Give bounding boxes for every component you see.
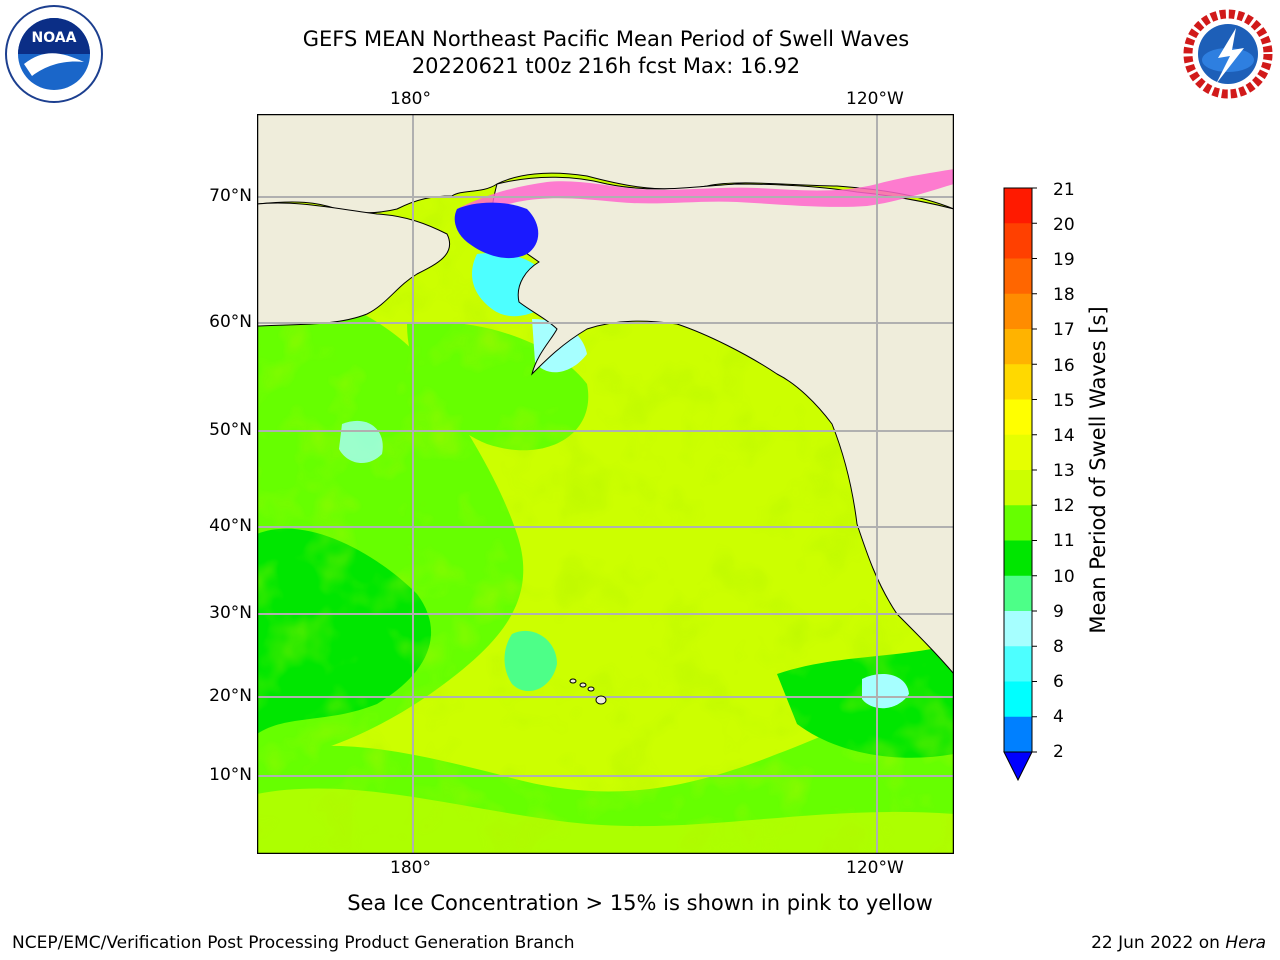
colorbar-tick-2: 2 — [1053, 742, 1064, 762]
colorbar-bin — [1004, 575, 1032, 612]
colorbar-tick-9: 9 — [1053, 602, 1064, 622]
colorbar-bin — [1004, 611, 1032, 647]
footer-date: 22 Jun 2022 on Hera — [1091, 933, 1266, 953]
noaa-logo: NOAA — [5, 5, 103, 103]
colorbar-tick-12: 12 — [1053, 496, 1075, 516]
lat-label-40n: 40°N — [209, 516, 252, 536]
lon-label-top-120w: 120°W — [846, 89, 904, 109]
land-alaska — [491, 176, 954, 675]
colorbar-tick-18: 18 — [1053, 285, 1075, 305]
colorbar-bin — [1004, 399, 1032, 436]
footer-machine: Hera — [1225, 933, 1266, 953]
lat-label-50n: 50°N — [209, 420, 252, 440]
colorbar-bin — [1004, 329, 1032, 365]
colorbar-tick-6: 6 — [1053, 672, 1064, 692]
colorbar-bin — [1004, 223, 1032, 259]
colorbar-bin — [1004, 470, 1032, 506]
colorbar-tick-17: 17 — [1053, 320, 1075, 340]
colorbar-tick-20: 20 — [1053, 215, 1075, 235]
colorbar-bin — [1004, 188, 1032, 224]
colorbar-tick-15: 15 — [1053, 391, 1075, 411]
colorbar-bin — [1004, 646, 1032, 682]
colorbar-tick-11: 11 — [1053, 531, 1075, 551]
swell-patch-east — [862, 674, 909, 709]
swell-period-map — [257, 114, 954, 854]
lat-label-30n: 30°N — [209, 603, 252, 623]
colorbar-tick-14: 14 — [1053, 426, 1075, 446]
sea-ice-arctic — [457, 169, 954, 222]
colorbar-bin — [1004, 258, 1032, 295]
lon-label-bottom-180: 180° — [390, 858, 431, 878]
nws-logo — [1180, 6, 1276, 102]
colorbar-tick-8: 8 — [1053, 637, 1064, 657]
lat-label-70n: 70°N — [209, 186, 252, 206]
swell-patch-hawaii — [504, 630, 557, 692]
colorbar-tick-4: 4 — [1053, 707, 1064, 727]
colorbar-bin — [1004, 505, 1032, 541]
lon-label-top-180: 180° — [390, 89, 431, 109]
colorbar — [1003, 187, 1037, 782]
colorbar-tick-13: 13 — [1053, 461, 1075, 481]
sea-ice-chukchi — [454, 202, 539, 259]
colorbar-tick-16: 16 — [1053, 356, 1075, 376]
map-title: GEFS MEAN Northeast Pacific Mean Period … — [302, 27, 910, 51]
colorbar-bin — [1004, 716, 1032, 753]
colorbar-bin — [1004, 364, 1032, 400]
footer-date-text: 22 Jun 2022 on — [1091, 933, 1226, 953]
colorbar-bin — [1004, 293, 1032, 330]
hawaii-islands — [569, 678, 607, 705]
map-frame — [257, 114, 954, 854]
colorbar-tick-19: 19 — [1053, 250, 1075, 270]
land-chukotka — [257, 202, 451, 327]
graticule — [257, 114, 954, 854]
lat-label-20n: 20°N — [209, 686, 252, 706]
colorbar-label: Mean Period of Swell Waves [s] — [1086, 306, 1110, 634]
colorbar-bin — [1004, 434, 1032, 471]
footer-credit: NCEP/EMC/Verification Post Processing Pr… — [12, 933, 575, 953]
colorbar-tick-21: 21 — [1053, 180, 1075, 200]
sea-ice-note: Sea Ice Concentration > 15% is shown in … — [347, 891, 933, 915]
colorbar-bin — [1004, 540, 1032, 577]
noaa-logo-text: NOAA — [32, 30, 77, 46]
colorbar-extend-arrow — [1003, 751, 1033, 782]
lat-label-10n: 10°N — [209, 765, 252, 785]
lat-label-60n: 60°N — [209, 312, 252, 332]
lon-label-bottom-120w: 120°W — [846, 858, 904, 878]
colorbar-bin — [1004, 681, 1032, 718]
colorbar-tick-10: 10 — [1053, 567, 1075, 587]
map-subtitle: 20220621 t00z 216h fcst Max: 16.92 — [411, 54, 801, 78]
